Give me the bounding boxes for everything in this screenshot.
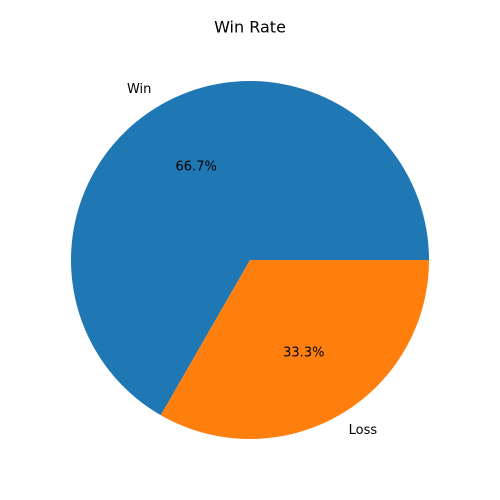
value-label: 33.3% — [283, 345, 324, 360]
pie-slice — [70, 80, 429, 416]
slice-label: Loss — [349, 423, 378, 438]
chart-title: Win Rate — [214, 18, 286, 37]
pie-slice — [160, 260, 429, 439]
slice-label: Win — [127, 82, 151, 97]
value-label: 66.7% — [176, 160, 217, 175]
